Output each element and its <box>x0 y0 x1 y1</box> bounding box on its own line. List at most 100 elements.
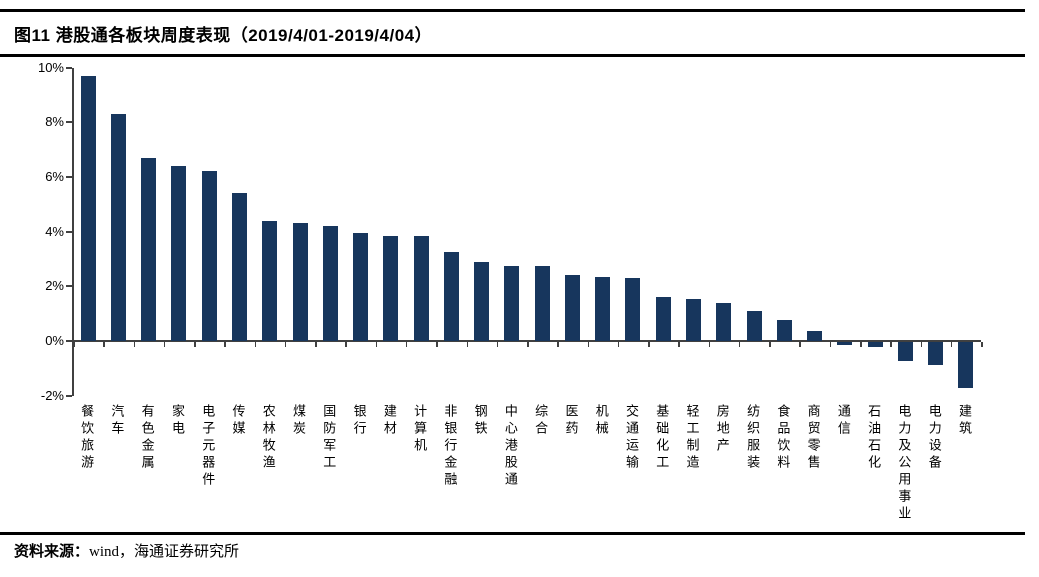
y-axis-tick <box>66 285 72 288</box>
x-axis-tick <box>890 342 892 347</box>
category-label: 基础化工 <box>654 404 670 472</box>
x-axis-tick <box>194 342 196 347</box>
category-label: 农林牧渔 <box>260 404 276 472</box>
x-axis-tick <box>284 342 287 347</box>
y-axis-tick-label: 2% <box>45 278 64 294</box>
x-axis-tick <box>829 342 832 347</box>
y-axis-tick-label: 0% <box>45 333 64 348</box>
category-label: 餐饮旅游 <box>79 404 95 472</box>
bar <box>867 342 883 348</box>
category-label: 有色金属 <box>139 404 155 472</box>
bar <box>837 342 853 345</box>
bar <box>504 265 520 341</box>
category-label: 房地产 <box>714 404 730 455</box>
x-axis-tick <box>163 342 166 347</box>
bar <box>776 320 792 341</box>
category-label: 银行 <box>351 404 367 438</box>
x-axis-tick <box>557 342 559 347</box>
x-axis-tick <box>981 342 983 347</box>
x-axis-tick <box>315 342 317 347</box>
x-axis-tick <box>345 342 347 347</box>
x-axis-tick <box>617 342 620 347</box>
x-axis-tick <box>799 342 801 347</box>
category-label: 轻工制造 <box>684 404 700 472</box>
category-label: 计算机 <box>412 404 428 455</box>
y-axis-tick-label: 8% <box>45 114 64 130</box>
category-label: 机械 <box>593 404 609 438</box>
source-note: 资料来源：wind，海通证券研究所 <box>14 540 239 561</box>
x-axis-tick <box>738 342 741 347</box>
category-label: 中心港股通 <box>502 404 518 489</box>
y-axis-tick-label: 6% <box>45 168 64 184</box>
bar <box>201 171 217 341</box>
bar <box>110 113 126 341</box>
x-axis-tick <box>708 342 711 347</box>
x-axis-tick <box>496 342 499 347</box>
x-axis-tick <box>133 342 136 347</box>
category-label: 建筑 <box>956 404 972 438</box>
category-label: 煤炭 <box>291 404 307 438</box>
category-label: 电子元器件 <box>200 404 216 489</box>
bar <box>686 298 702 341</box>
bar <box>655 297 671 341</box>
y-axis-tick-label: 4% <box>45 223 64 239</box>
category-label: 非银行金融 <box>442 404 458 489</box>
category-label: 钢铁 <box>472 404 488 438</box>
category-label: 电力及公用事业 <box>896 404 912 523</box>
x-axis-tick <box>103 342 105 347</box>
x-axis-tick <box>375 342 378 347</box>
x-axis-tick <box>224 342 226 347</box>
x-axis-tick <box>920 342 923 347</box>
bar <box>353 232 369 341</box>
footer-rule <box>0 532 1025 535</box>
bar <box>413 235 429 341</box>
x-axis-tick <box>436 342 438 347</box>
category-label: 国防军工 <box>321 404 337 472</box>
x-axis-tick <box>678 342 680 347</box>
x-axis-tick <box>950 342 953 347</box>
bar <box>625 278 641 341</box>
bar <box>474 261 490 341</box>
x-axis-tick <box>860 342 862 347</box>
bar <box>322 226 338 341</box>
x-axis-tick <box>73 342 75 347</box>
category-label: 家电 <box>169 404 185 438</box>
top-rule <box>0 9 1025 12</box>
category-label: 建材 <box>381 404 397 438</box>
bar <box>807 331 823 341</box>
bar <box>141 157 157 341</box>
category-label: 石油石化 <box>866 404 882 472</box>
bar <box>171 165 187 341</box>
bar <box>262 220 278 341</box>
category-label: 交通运输 <box>623 404 639 472</box>
bar <box>564 275 580 341</box>
y-axis-tick <box>66 175 72 178</box>
bar <box>958 342 974 389</box>
bar <box>80 75 96 341</box>
category-label: 食品饮料 <box>775 404 791 472</box>
y-axis-tick <box>66 340 72 342</box>
bar <box>383 235 399 341</box>
category-label: 医药 <box>563 404 579 438</box>
bar <box>928 342 944 366</box>
x-axis-line <box>73 340 982 342</box>
category-label: 汽车 <box>109 404 125 438</box>
figure-title: 图11 港股通各板块周度表现（2019/4/01-2019/4/04） <box>14 26 433 45</box>
bar <box>716 302 732 341</box>
bar <box>443 252 459 341</box>
category-label: 电力设备 <box>926 404 942 472</box>
x-axis-tick <box>769 342 771 347</box>
x-axis-tick <box>405 342 408 347</box>
bar <box>746 310 762 341</box>
source-text: wind，海通证券研究所 <box>89 544 240 560</box>
x-axis-tick <box>527 342 529 347</box>
y-axis-tick <box>66 394 72 397</box>
y-axis-tick-label: -2% <box>40 387 64 403</box>
source-label: 资料来源： <box>14 543 90 560</box>
bar <box>595 276 611 341</box>
category-label: 通信 <box>835 404 851 438</box>
y-axis-tick <box>66 66 72 69</box>
x-axis-tick <box>648 342 650 347</box>
y-axis-tick-label: 10% <box>37 59 64 75</box>
